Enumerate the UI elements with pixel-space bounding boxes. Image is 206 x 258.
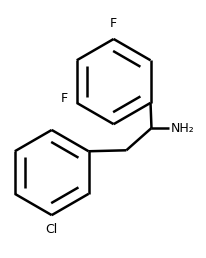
Text: F: F <box>110 17 117 30</box>
Text: F: F <box>61 92 68 104</box>
Text: Cl: Cl <box>46 223 58 236</box>
Text: NH₂: NH₂ <box>171 122 195 134</box>
